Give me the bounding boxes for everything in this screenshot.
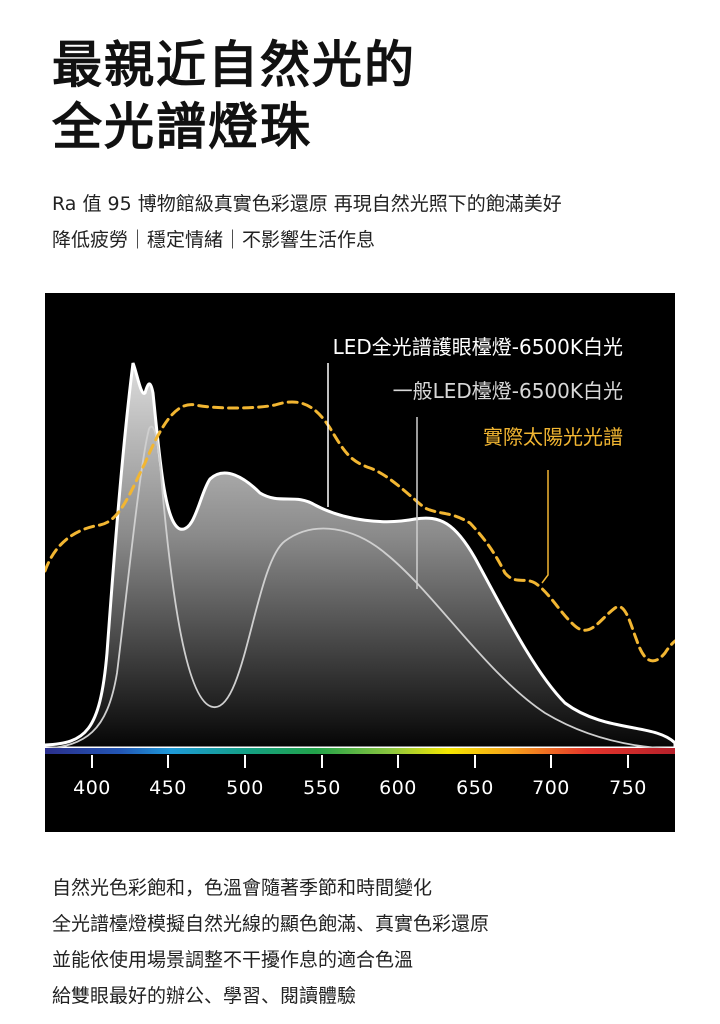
legend-sunlight: 實際太陽光光譜 bbox=[483, 425, 623, 449]
subtitle-line-1: Ra 值 95 博物館級真實色彩還原 再現自然光照下的飽滿美好 bbox=[52, 193, 562, 215]
x-tick-label: 450 bbox=[149, 777, 187, 799]
subtitle: Ra 值 95 博物館級真實色彩還原 再現自然光照下的飽滿美好 降低疲勞｜穩定情… bbox=[52, 186, 562, 258]
sunlight-leader bbox=[541, 470, 549, 584]
spectrum-chart: LED全光譜護眼檯燈-6500K白光 一般LED檯燈-6500K白光 實際太陽光… bbox=[45, 293, 675, 832]
x-tick-label: 400 bbox=[73, 777, 111, 799]
title-line-2: 全光譜燈珠 bbox=[52, 98, 312, 156]
x-tick-label: 500 bbox=[226, 777, 264, 799]
subtitle-line-2: 降低疲勞｜穩定情緒｜不影響生活作息 bbox=[52, 229, 376, 251]
spectrum-color-bar bbox=[45, 748, 675, 754]
full-spectrum-area bbox=[45, 362, 675, 750]
legend-full-spectrum-led: LED全光譜護眼檯燈-6500K白光 bbox=[332, 335, 623, 359]
legend-general-led: 一般LED檯燈-6500K白光 bbox=[392, 379, 623, 403]
description-line-1: 自然光色彩飽和，色溫會隨著季節和時間變化 bbox=[52, 877, 433, 899]
general-led-line bbox=[45, 425, 675, 750]
description-paragraph: 自然光色彩飽和，色溫會隨著季節和時間變化 全光譜檯燈模擬自然光線的顯色飽滿、真實… bbox=[52, 870, 489, 1014]
x-tick-label: 550 bbox=[303, 777, 341, 799]
description-line-4: 給雙眼最好的辦公、學習、閱讀體驗 bbox=[52, 985, 357, 1007]
x-tick-label: 750 bbox=[609, 777, 647, 799]
x-tick-label: 700 bbox=[532, 777, 570, 799]
x-tick-label: 650 bbox=[456, 777, 494, 799]
description-line-2: 全光譜檯燈模擬自然光線的顯色飽滿、真實色彩還原 bbox=[52, 913, 490, 935]
x-tick-label: 600 bbox=[379, 777, 417, 799]
x-axis-ticks bbox=[91, 755, 629, 768]
description-line-3: 並能依使用場景調整不干擾作息的適合色溫 bbox=[52, 949, 414, 971]
sunlight-dashed-line bbox=[45, 400, 675, 663]
title-line-1: 最親近自然光的 bbox=[52, 36, 416, 94]
page-title: 最親近自然光的 全光譜燈珠 bbox=[52, 34, 416, 158]
spectrum-plot bbox=[45, 362, 675, 768]
